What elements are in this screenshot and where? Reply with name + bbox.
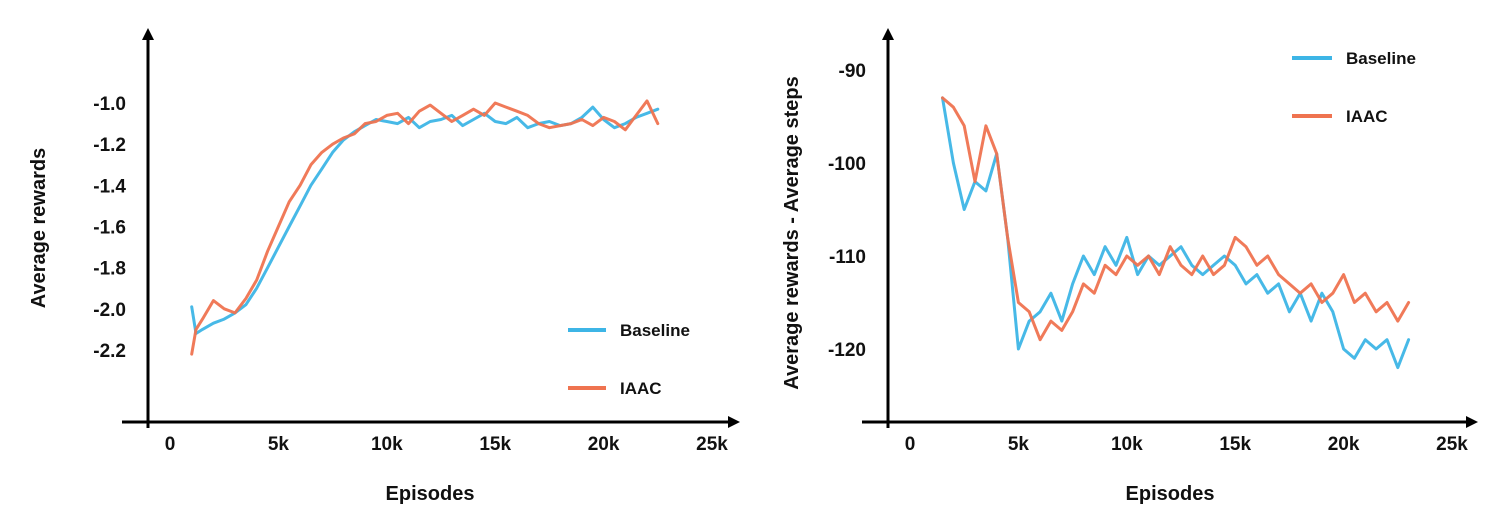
chart-panel-1: 0 5k 10k 15k 20k 25k -1.0 -1.2 -1.4 -1.6 -1.8 -2.0 -… — [28, 28, 740, 505]
y-tick-label: -2.2 — [93, 341, 126, 362]
x-axis-arrow — [1466, 416, 1478, 428]
y-tick-label: -100 — [828, 154, 866, 175]
series-line-iaac — [941, 96, 1411, 342]
y-tick-label: -1.0 — [93, 94, 126, 115]
x-tick-label: 10k — [371, 434, 403, 455]
x-tick-label: 25k — [696, 434, 728, 455]
x-axis-label: Episodes — [1126, 483, 1215, 505]
x-tick-label: 5k — [268, 434, 290, 455]
y-tick-label: -1.4 — [93, 176, 126, 197]
series-line-iaac — [190, 99, 660, 356]
y-tick-label: -1.8 — [93, 259, 126, 280]
y-tick-label: -120 — [828, 340, 866, 361]
x-tick-label: 15k — [479, 434, 511, 455]
legend-label-iaac: IAAC — [620, 379, 662, 398]
x-tick-label: 5k — [1008, 434, 1030, 455]
y-axis-label: Average rewards - Average steps — [781, 76, 803, 390]
legend-label-baseline: Baseline — [620, 321, 690, 340]
chart-panel-2: 0 5k 10k 15k 20k 25k -90 -100 -110 -120 Episodes Av… — [781, 28, 1478, 505]
x-tick-label: 15k — [1219, 434, 1251, 455]
x-tick-label: 25k — [1436, 434, 1468, 455]
y-axis-label: Average rewards — [28, 148, 50, 308]
legend-label-iaac: IAAC — [1346, 107, 1388, 126]
y-tick-label: -110 — [829, 247, 866, 268]
y-tick-label: -90 — [839, 61, 866, 82]
x-tick-label: 0 — [905, 434, 916, 455]
x-tick-label: 20k — [588, 434, 620, 455]
legend-label-baseline: Baseline — [1346, 49, 1416, 68]
y-axis-arrow — [142, 28, 154, 40]
x-axis-arrow — [728, 416, 740, 428]
y-tick-label: -1.2 — [93, 135, 126, 156]
y-tick-label: -1.6 — [93, 218, 126, 239]
x-tick-label: 10k — [1111, 434, 1143, 455]
y-axis-arrow — [882, 28, 894, 40]
x-tick-label: 0 — [165, 434, 176, 455]
x-tick-label: 20k — [1328, 434, 1360, 455]
x-axis-label: Episodes — [386, 483, 475, 505]
y-tick-label: -2.0 — [93, 300, 126, 321]
series-line-baseline — [941, 96, 1411, 370]
series-line-baseline — [190, 105, 660, 335]
